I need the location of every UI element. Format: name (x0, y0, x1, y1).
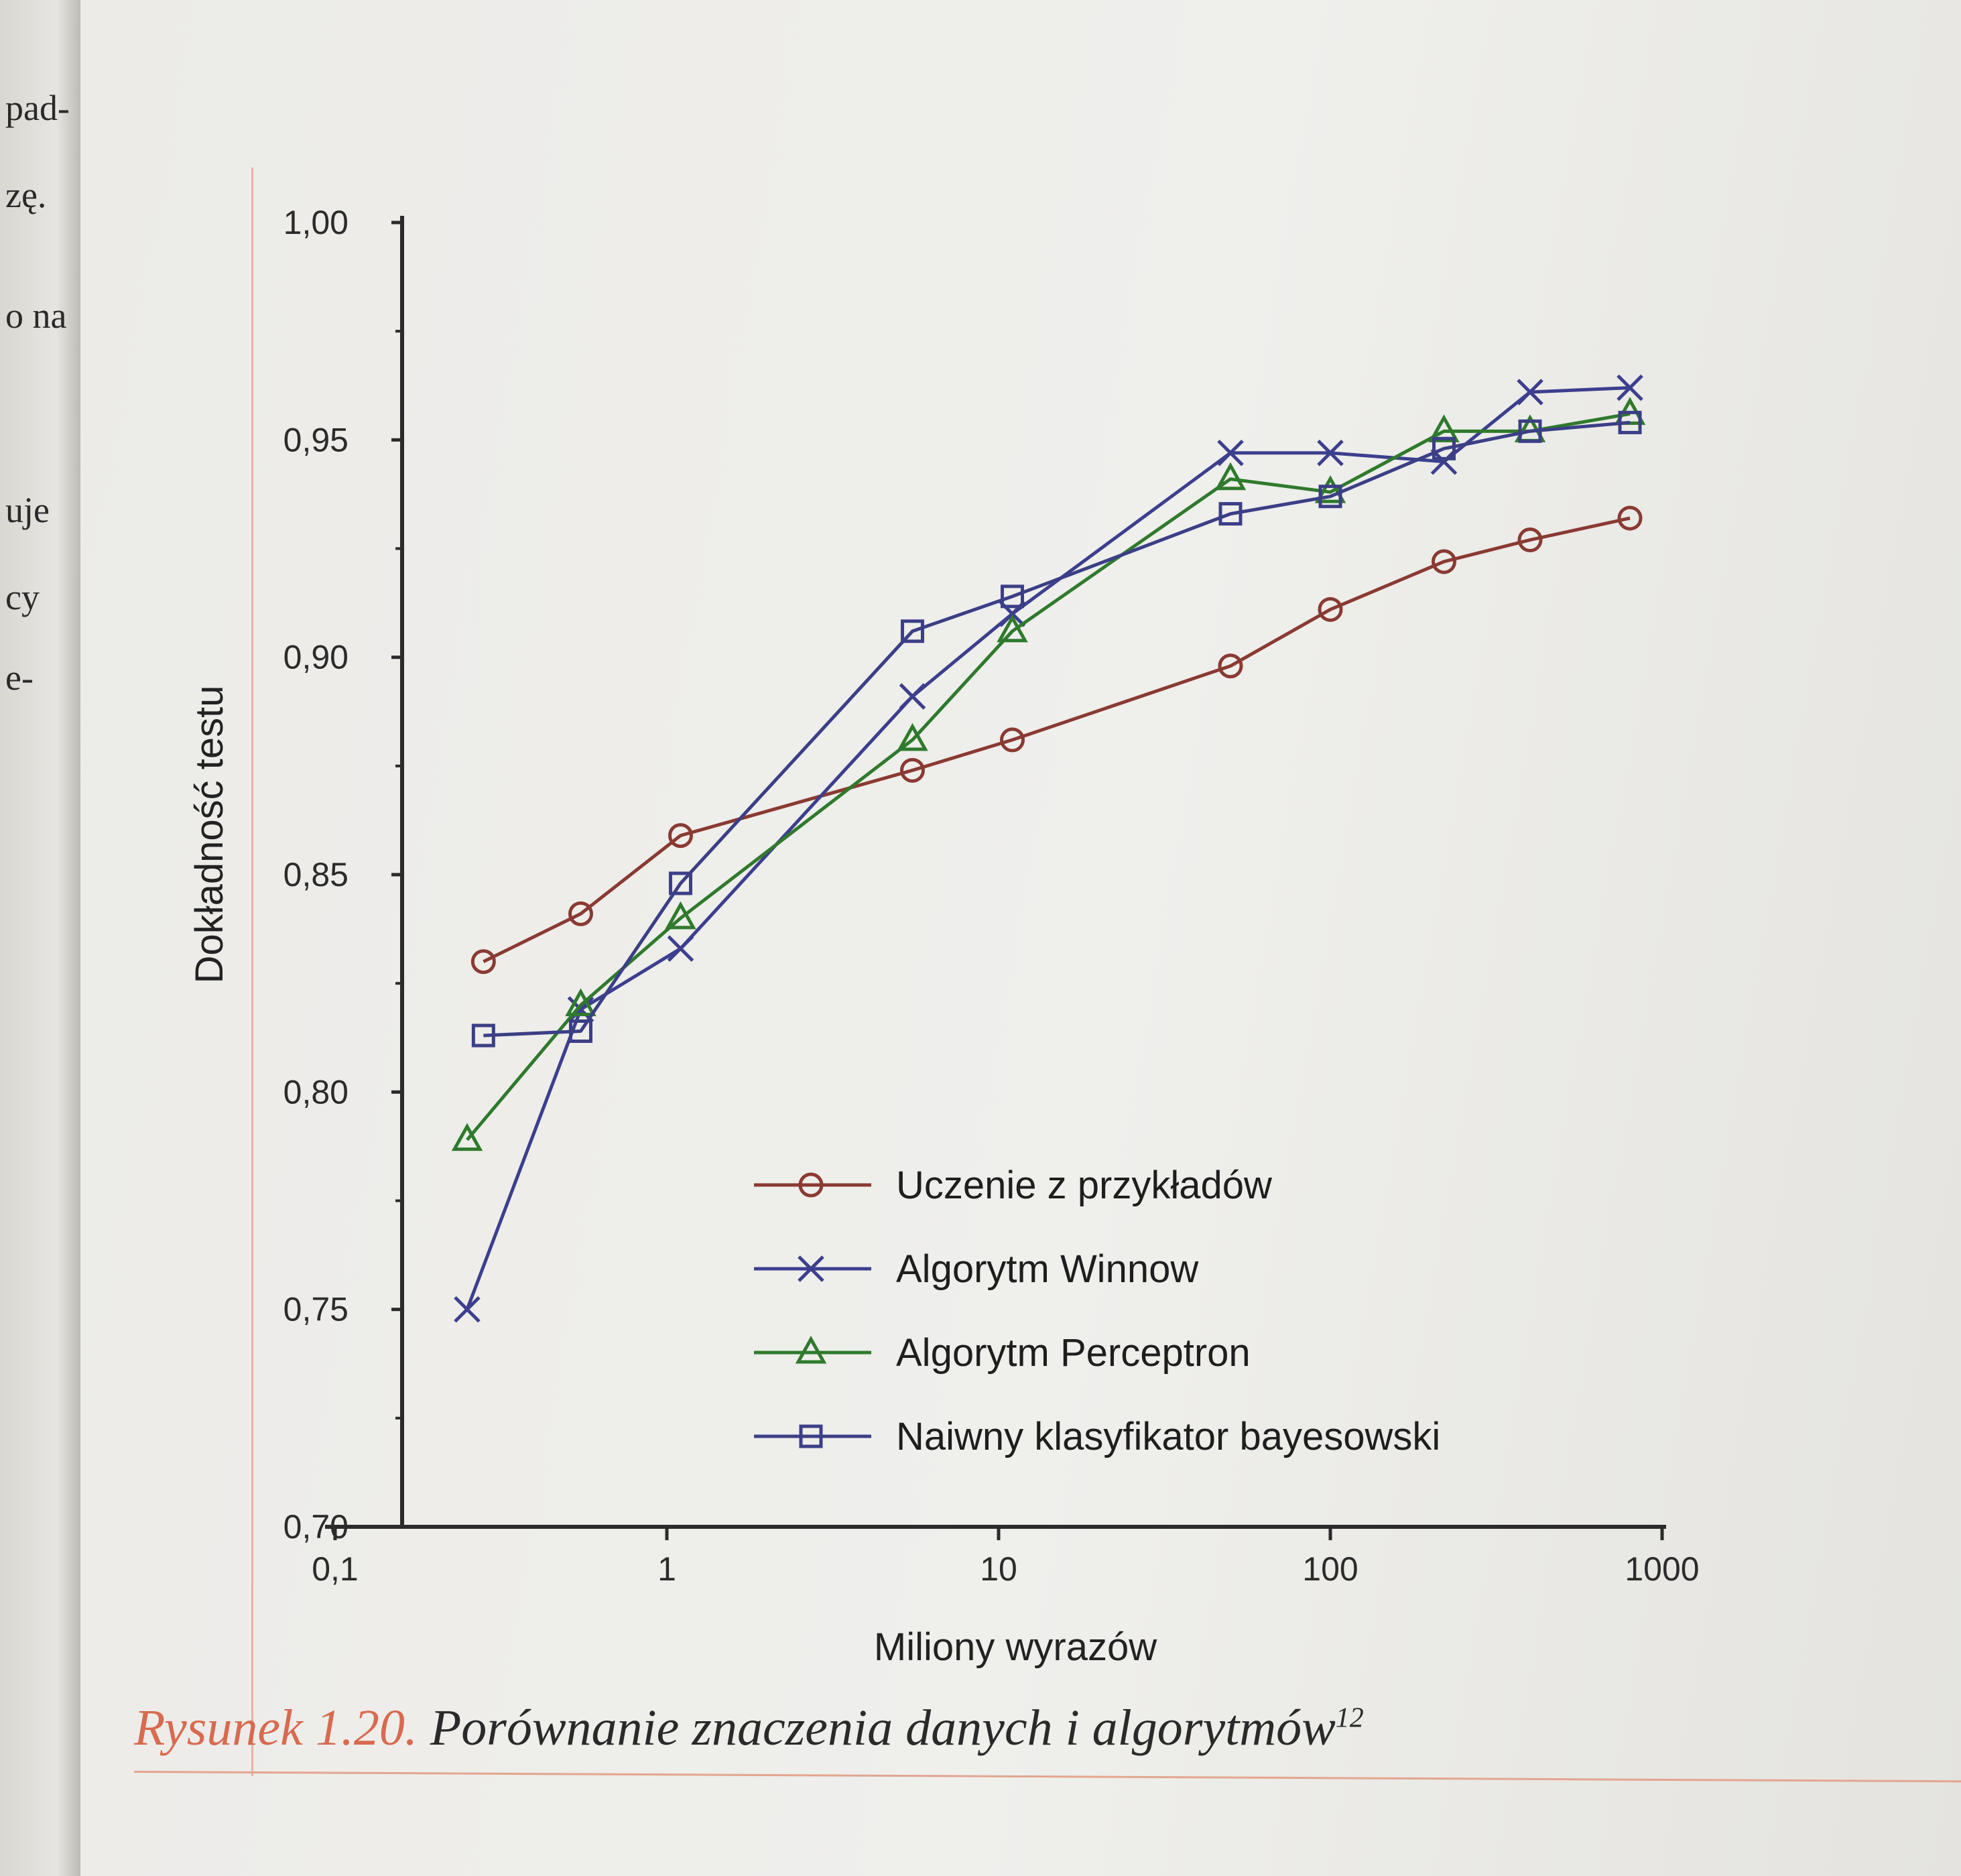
legend-marker (798, 1172, 824, 1198)
data-point (1214, 462, 1247, 491)
data-point (471, 1023, 495, 1048)
series-line (483, 420, 1631, 1038)
x-tick-label: 1 (657, 1550, 676, 1588)
data-point (997, 614, 1028, 643)
y-tick-label: 0,75 (283, 1291, 349, 1328)
data-point (565, 988, 596, 1017)
x-tick-label: 100 (1302, 1550, 1358, 1588)
data-point (665, 901, 696, 930)
left-page-edge: pad- zę. o na uje cy e- (0, 0, 80, 1876)
left-page-fragment: e- (5, 658, 34, 698)
data-point (1000, 584, 1024, 609)
data-point (668, 823, 693, 849)
data-point (1218, 653, 1243, 679)
legend-label: Uczenie z przykładów (896, 1164, 1273, 1207)
legend-entry: Algorytm Winnow (754, 1247, 1199, 1291)
data-point (897, 723, 928, 751)
chart-axes: 0,70 0,75 0,80 0,85 0,90 0,95 1,00 0,1 1 10 100 100… (283, 204, 1700, 1588)
data-point (899, 757, 925, 783)
data-point (1617, 374, 1643, 401)
left-page-fragment: zę. (5, 175, 47, 215)
data-point (1218, 502, 1243, 526)
legend-entry: Uczenie z przykładów (754, 1164, 1273, 1207)
y-tick-label: 0,85 (283, 856, 349, 893)
caption-text: Porównanie znaczenia danych i algorytmów (417, 1700, 1336, 1756)
data-point (667, 935, 694, 962)
legend-label: Algorytm Perceptron (896, 1331, 1251, 1375)
data-point (900, 619, 924, 643)
left-page-fragment: uje (5, 490, 50, 530)
y-tick-label: 1,00 (283, 204, 349, 241)
data-point (999, 727, 1025, 753)
legend-marker (799, 1424, 823, 1448)
left-page-fragment: o na (5, 296, 67, 336)
left-page-fragment: cy (5, 577, 40, 617)
series-circle (470, 505, 1643, 975)
x-tick-label: 10 (980, 1550, 1017, 1588)
series-line (465, 385, 1631, 1310)
x-tick-label: 1000 (1625, 1550, 1699, 1588)
data-point (1217, 440, 1244, 466)
legend-entry: Naiwny klasyfikator bayesowski (754, 1415, 1440, 1458)
legend-label: Algorytm Winnow (896, 1247, 1199, 1291)
x-tick-label: 0,1 (312, 1550, 359, 1588)
data-point (899, 683, 926, 710)
series-triangle (451, 397, 1646, 1151)
caption-label: Rysunek 1.20. (134, 1700, 418, 1756)
data-point (1517, 527, 1543, 553)
legend-marker (798, 1255, 824, 1282)
figure-caption: Rysunek 1.20. Porównanie znaczenia danyc… (134, 1699, 1364, 1757)
figure-frame-left (251, 168, 253, 1776)
legend-entry: Algorytm Perceptron (754, 1331, 1251, 1375)
data-point (1317, 440, 1344, 466)
series-line (466, 412, 1631, 1141)
series-square (471, 410, 1642, 1048)
book-page (80, 0, 1961, 1876)
data-point (451, 1123, 483, 1151)
y-tick-label: 0,80 (283, 1073, 349, 1111)
series-x (454, 374, 1643, 1323)
data-point (568, 901, 593, 926)
data-point (1517, 379, 1543, 405)
data-point (470, 949, 496, 975)
series-line (483, 516, 1631, 963)
chart-legend: Uczenie z przykładów Algorytm Winnow Algor… (754, 1164, 1440, 1458)
data-point (1314, 475, 1346, 503)
x-axis-title: Miliony wyrazów (874, 1625, 1157, 1669)
data-point (454, 1296, 481, 1323)
y-tick-label: 0,90 (283, 639, 349, 676)
y-tick-label: 0,70 (283, 1508, 349, 1546)
legend-marker (795, 1335, 827, 1364)
data-point (668, 871, 692, 895)
data-point (1318, 597, 1343, 622)
data-point (1431, 549, 1456, 574)
data-point (1518, 419, 1542, 443)
legend-label: Naiwny klasyfikator bayesowski (896, 1415, 1440, 1458)
data-point (1618, 410, 1642, 434)
data-point (1318, 485, 1342, 509)
y-tick-label: 0,95 (283, 421, 349, 458)
data-point (1428, 414, 1460, 442)
data-point (1617, 505, 1643, 531)
left-page-fragment: pad- (5, 88, 70, 128)
data-point (1432, 436, 1456, 460)
data-point (568, 1019, 592, 1044)
caption-superscript: 12 (1335, 1702, 1364, 1734)
chart-series (451, 374, 1646, 1323)
y-axis-title: Dokładność testu (188, 686, 231, 984)
